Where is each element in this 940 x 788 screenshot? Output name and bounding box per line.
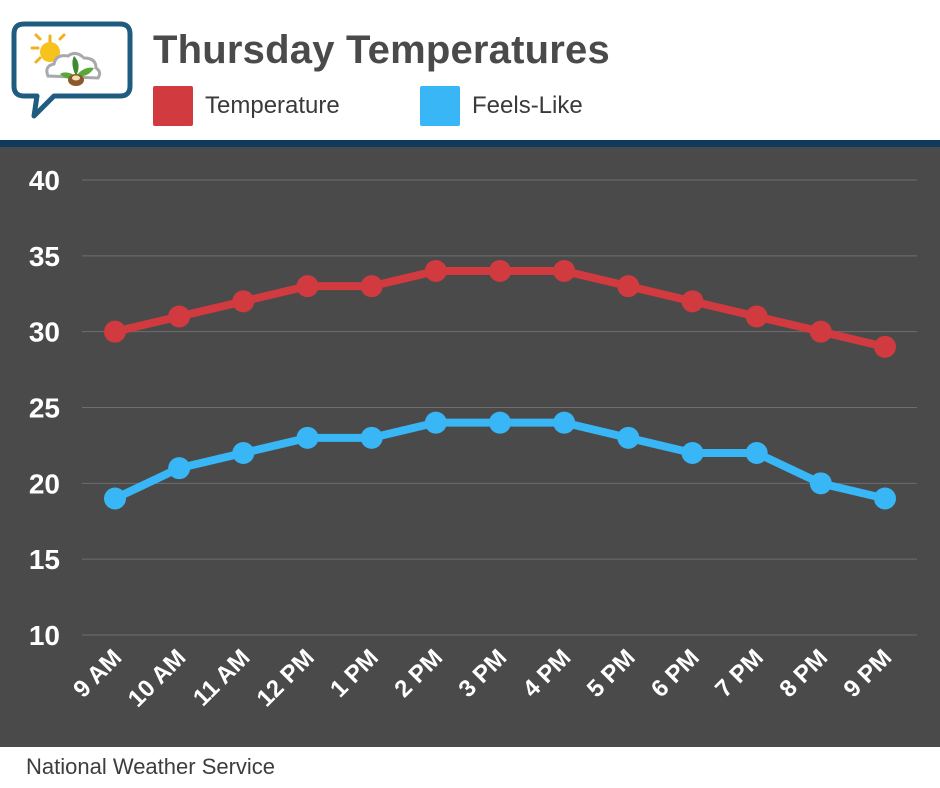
series-line-temperature	[111, 267, 889, 351]
y-tick-label: 30	[29, 317, 60, 348]
y-tick-label: 35	[29, 241, 60, 272]
data-point-temperature	[745, 305, 768, 328]
data-point-temperature	[809, 320, 832, 343]
x-tick-label: 5 PM	[582, 644, 641, 703]
x-tick-label: 7 PM	[710, 644, 769, 703]
data-point-feels-like	[553, 411, 576, 434]
x-tick-label: 9 AM	[68, 644, 127, 703]
legend-swatch-feels-like	[420, 86, 460, 126]
data-point-temperature	[553, 260, 576, 282]
legend-swatch-temperature	[153, 86, 193, 126]
data-point-feels-like	[809, 472, 832, 495]
y-tick-label: 15	[29, 544, 60, 575]
data-point-feels-like	[424, 411, 447, 434]
data-point-feels-like	[617, 426, 640, 449]
data-point-feels-like	[360, 426, 383, 449]
legend-label-temperature: Temperature	[205, 92, 340, 119]
chart-area: 10 15 20 25 30 35 40 9 AM 10 AM 11 AM 12 PM 1 PM 2 P…	[0, 147, 940, 747]
data-point-temperature	[104, 320, 126, 343]
sun-cloud-leaf-logo-icon	[11, 21, 133, 119]
data-point-feels-like	[168, 457, 191, 480]
header-divider	[0, 140, 940, 147]
data-point-temperature	[874, 335, 896, 358]
y-tick-label: 40	[29, 165, 60, 196]
x-tick-label: 8 PM	[774, 644, 833, 703]
y-tick-label: 20	[29, 468, 60, 499]
x-tick-label: 12 PM	[252, 644, 320, 712]
x-tick-label: 3 PM	[454, 644, 513, 703]
legend-label-feels-like: Feels-Like	[472, 92, 583, 119]
x-tick-label: 2 PM	[389, 644, 448, 703]
x-tick-label: 4 PM	[518, 644, 577, 703]
x-tick-label: 1 PM	[325, 644, 384, 703]
data-point-feels-like	[874, 487, 896, 510]
page-title: Thursday Temperatures	[153, 28, 610, 72]
legend-item-temperature: Temperature	[153, 86, 340, 126]
series-line-feels-like	[111, 418, 889, 503]
data-point-feels-like	[296, 426, 319, 449]
data-point-temperature	[360, 275, 383, 298]
data-point-feels-like	[681, 442, 704, 464]
data-point-feels-like	[104, 487, 126, 510]
data-point-temperature	[296, 275, 319, 298]
x-tick-label: 6 PM	[646, 644, 705, 703]
data-point-feels-like	[232, 442, 255, 464]
y-tick-label: 10	[29, 620, 60, 651]
data-point-feels-like	[489, 411, 511, 434]
data-point-temperature	[489, 260, 511, 282]
header: Thursday Temperatures Temperature Feels-…	[0, 0, 940, 140]
source-credit: National Weather Service	[26, 754, 276, 779]
legend-item-feels-like: Feels-Like	[420, 86, 583, 126]
data-point-temperature	[232, 290, 255, 313]
x-tick-label: 10 AM	[123, 644, 191, 712]
data-point-temperature	[424, 260, 447, 282]
data-point-temperature	[617, 275, 640, 298]
x-tick-label: 9 PM	[839, 644, 898, 703]
y-tick-label: 25	[29, 393, 60, 424]
data-point-temperature	[168, 305, 191, 328]
x-tick-label: 11 AM	[188, 644, 256, 712]
data-point-temperature	[681, 290, 704, 313]
data-point-feels-like	[745, 442, 768, 464]
